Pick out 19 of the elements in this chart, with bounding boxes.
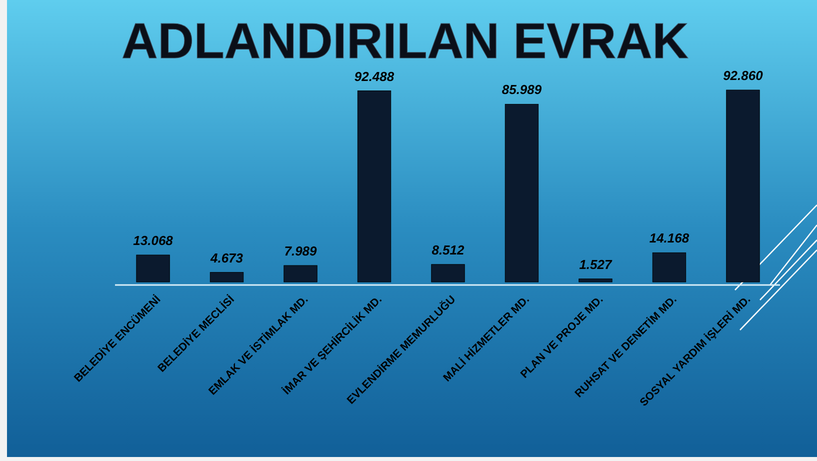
bar bbox=[431, 264, 465, 282]
data-label: 1.527 bbox=[579, 256, 613, 272]
data-label: 4.673 bbox=[210, 250, 244, 266]
data-label: 8.512 bbox=[432, 242, 466, 258]
bar bbox=[726, 90, 760, 282]
data-label: 85.989 bbox=[502, 82, 542, 98]
data-label: 13.068 bbox=[133, 232, 174, 248]
data-label: 7.989 bbox=[284, 243, 318, 258]
chart-title: ADLANDIRILAN EVRAK bbox=[122, 13, 688, 69]
bar bbox=[210, 272, 244, 282]
bar bbox=[504, 104, 539, 282]
data-label: 92.488 bbox=[354, 68, 395, 84]
data-label: 92.860 bbox=[723, 68, 764, 83]
data-label: 14.168 bbox=[649, 230, 690, 246]
bar bbox=[136, 254, 170, 282]
bar bbox=[357, 90, 392, 282]
bar bbox=[652, 252, 686, 282]
bar bbox=[284, 265, 318, 282]
bar bbox=[578, 278, 612, 282]
